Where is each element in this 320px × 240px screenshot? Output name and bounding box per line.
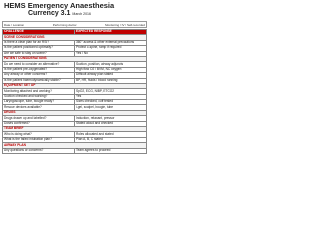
date: March 2016	[72, 12, 91, 16]
table-row: Any questions or concerns? Team agrees to…	[2, 147, 147, 155]
table-body: SCENE CONSIDERATIONS Is there a clear pla…	[2, 34, 147, 155]
checklist-table: CHALLENGE EXPECTED RESPONSE SCENE CONSID…	[2, 28, 147, 155]
version: Currency 3.1	[28, 10, 71, 17]
subtitle: Currency 3.1 March 2016	[28, 10, 149, 18]
challenge: Any questions or concerns?	[2, 147, 75, 155]
info-left: Date / Location	[4, 22, 25, 27]
info-middle: Performing doctor	[52, 22, 77, 27]
info-row: Date / Location Performing doctor Monito…	[2, 21, 147, 28]
info-right: Monitoring / IV / Self-recorded	[105, 22, 145, 27]
response: Team agrees to proceed	[74, 147, 147, 155]
page: HEMS Emergency Anaesthesia Currency 3.1 M…	[0, 0, 149, 198]
title: HEMS Emergency Anaesthesia	[4, 1, 115, 10]
